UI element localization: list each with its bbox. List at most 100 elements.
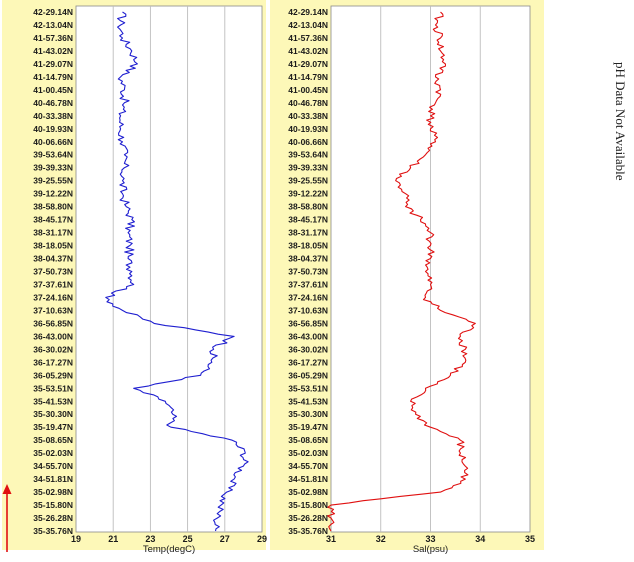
temp-latitude-label: 41-57.36N (33, 33, 73, 43)
temp-latitude-label: 40-19.93N (33, 124, 73, 134)
sal-axis-title: Sal(psu) (413, 544, 448, 555)
sal-x-tick-label: 32 (376, 534, 386, 544)
temperature-chart: 19 21 23 25 27 29 42-29.14N 42-13.04N 41-57.36N 4… (2, 0, 267, 555)
sal-latitude-label: 35-41.53N (288, 396, 328, 406)
temp-latitude-label: 39-25.55N (33, 176, 73, 186)
sal-latitude-label: 41-43.02N (288, 46, 328, 56)
temp-latitude-label: 42-13.04N (33, 20, 73, 30)
temp-latitude-label: 34-51.81N (33, 474, 73, 484)
temp-latitude-label: 41-43.02N (33, 46, 73, 56)
temp-latitude-label: 37-24.16N (33, 292, 73, 302)
temp-latitude-label: 40-46.78N (33, 98, 73, 108)
temp-latitude-label: 34-55.70N (33, 461, 73, 471)
sal-latitude-label: 41-14.79N (288, 72, 328, 82)
sal-latitude-label: 38-58.80N (288, 202, 328, 212)
sal-latitude-label: 34-51.81N (288, 474, 328, 484)
temp-latitude-label: 37-37.61N (33, 279, 73, 289)
sal-latitude-label: 40-46.78N (288, 98, 328, 108)
temp-latitude-label: 35-35.76N (33, 526, 73, 536)
sal-latitude-label: 42-13.04N (288, 20, 328, 30)
temp-latitude-label: 35-15.80N (33, 500, 73, 510)
temp-latitude-label: 39-53.64N (33, 150, 73, 160)
sal-latitude-label: 35-08.65N (288, 435, 328, 445)
temp-latitude-label: 38-31.17N (33, 228, 73, 238)
ph-unavailable-note: pH Data Not Available (613, 62, 628, 181)
sal-latitude-label: 38-45.17N (288, 215, 328, 225)
temp-latitude-label: 36-43.00N (33, 331, 73, 341)
temp-latitude-label: 39-39.33N (33, 163, 73, 173)
sal-latitude-label: 36-17.27N (288, 357, 328, 367)
sal-latitude-label: 36-43.00N (288, 331, 328, 341)
temp-axis-title: Temp(degC) (143, 544, 195, 555)
temp-latitude-label: 36-56.85N (33, 318, 73, 328)
sal-latitude-label: 38-18.05N (288, 241, 328, 251)
temp-latitude-label: 35-08.65N (33, 435, 73, 445)
sal-latitude-label: 35-02.98N (288, 487, 328, 497)
temp-latitude-label: 39-12.22N (33, 189, 73, 199)
sal-latitude-label: 37-50.73N (288, 267, 328, 277)
sal-latitude-label: 39-53.64N (288, 150, 328, 160)
sal-x-tick-label: 33 (425, 534, 435, 544)
temp-latitude-label: 36-17.27N (33, 357, 73, 367)
sal-latitude-label: 35-15.80N (288, 500, 328, 510)
sal-latitude-label: 35-19.47N (288, 422, 328, 432)
sal-latitude-label: 41-29.07N (288, 59, 328, 69)
sal-latitude-label: 38-31.17N (288, 228, 328, 238)
temp-latitude-label: 36-05.29N (33, 370, 73, 380)
sal-latitude-label: 37-10.63N (288, 305, 328, 315)
sal-latitude-label: 41-00.45N (288, 85, 328, 95)
temp-latitude-label: 35-53.51N (33, 383, 73, 393)
temp-latitude-label: 35-41.53N (33, 396, 73, 406)
sal-latitude-label: 38-04.37N (288, 254, 328, 264)
sal-latitude-label: 39-25.55N (288, 176, 328, 186)
temp-latitude-label: 41-14.79N (33, 72, 73, 82)
temp-latitude-label: 35-26.28N (33, 513, 73, 523)
sal-latitude-label: 37-24.16N (288, 292, 328, 302)
sal-latitude-label: 36-05.29N (288, 370, 328, 380)
temp-latitude-label: 40-06.66N (33, 137, 73, 147)
sal-latitude-label: 34-55.70N (288, 461, 328, 471)
temp-x-tick-label: 27 (220, 534, 230, 544)
sal-latitude-label: 36-30.02N (288, 344, 328, 354)
temp-latitude-label: 38-45.17N (33, 215, 73, 225)
temp-latitude-label: 37-10.63N (33, 305, 73, 315)
temp-latitude-label: 40-33.38N (33, 111, 73, 121)
temp-plot-area (75, 5, 263, 533)
sal-latitude-label: 41-57.36N (288, 33, 328, 43)
sal-latitude-label: 35-35.76N (288, 526, 328, 536)
temp-latitude-label: 38-18.05N (33, 241, 73, 251)
sal-latitude-label: 39-39.33N (288, 163, 328, 173)
arrow-head (2, 484, 12, 494)
temp-latitude-label: 41-29.07N (33, 59, 73, 69)
temp-latitude-label: 35-19.47N (33, 422, 73, 432)
temp-latitude-label: 35-02.03N (33, 448, 73, 458)
sal-latitude-label: 35-02.03N (288, 448, 328, 458)
sal-x-tick-label: 34 (475, 534, 485, 544)
sal-latitude-label: 39-12.22N (288, 189, 328, 199)
sal-latitude-label: 42-29.14N (288, 7, 328, 17)
temp-x-tick-label: 19 (71, 534, 81, 544)
temp-latitude-label: 37-50.73N (33, 267, 73, 277)
temp-profile-line (105, 11, 249, 532)
temp-x-tick-label: 23 (145, 534, 155, 544)
temp-x-tick-label: 29 (257, 534, 267, 544)
temp-x-tick-label: 25 (183, 534, 193, 544)
up-arrow-icon (2, 484, 12, 552)
sal-latitude-label: 40-06.66N (288, 137, 328, 147)
temp-latitude-label: 41-00.45N (33, 85, 73, 95)
temp-latitude-label: 36-30.02N (33, 344, 73, 354)
sal-latitude-label: 36-56.85N (288, 318, 328, 328)
temp-latitude-label: 38-04.37N (33, 254, 73, 264)
temp-x-tick-label: 21 (108, 534, 118, 544)
temp-latitude-label: 35-02.98N (33, 487, 73, 497)
temp-latitude-label: 38-58.80N (33, 202, 73, 212)
salinity-chart: 31 32 33 34 35 42-29.14N 42-13.04N 41-57.36N 41-… (270, 0, 544, 555)
sal-x-tick-label: 31 (326, 534, 336, 544)
temp-latitude-label: 35-30.30N (33, 409, 73, 419)
sal-latitude-label: 35-30.30N (288, 409, 328, 419)
sal-latitude-label: 35-53.51N (288, 383, 328, 393)
sal-profile-line (327, 11, 476, 532)
sal-latitude-label: 35-26.28N (288, 513, 328, 523)
sal-x-tick-label: 35 (525, 534, 535, 544)
